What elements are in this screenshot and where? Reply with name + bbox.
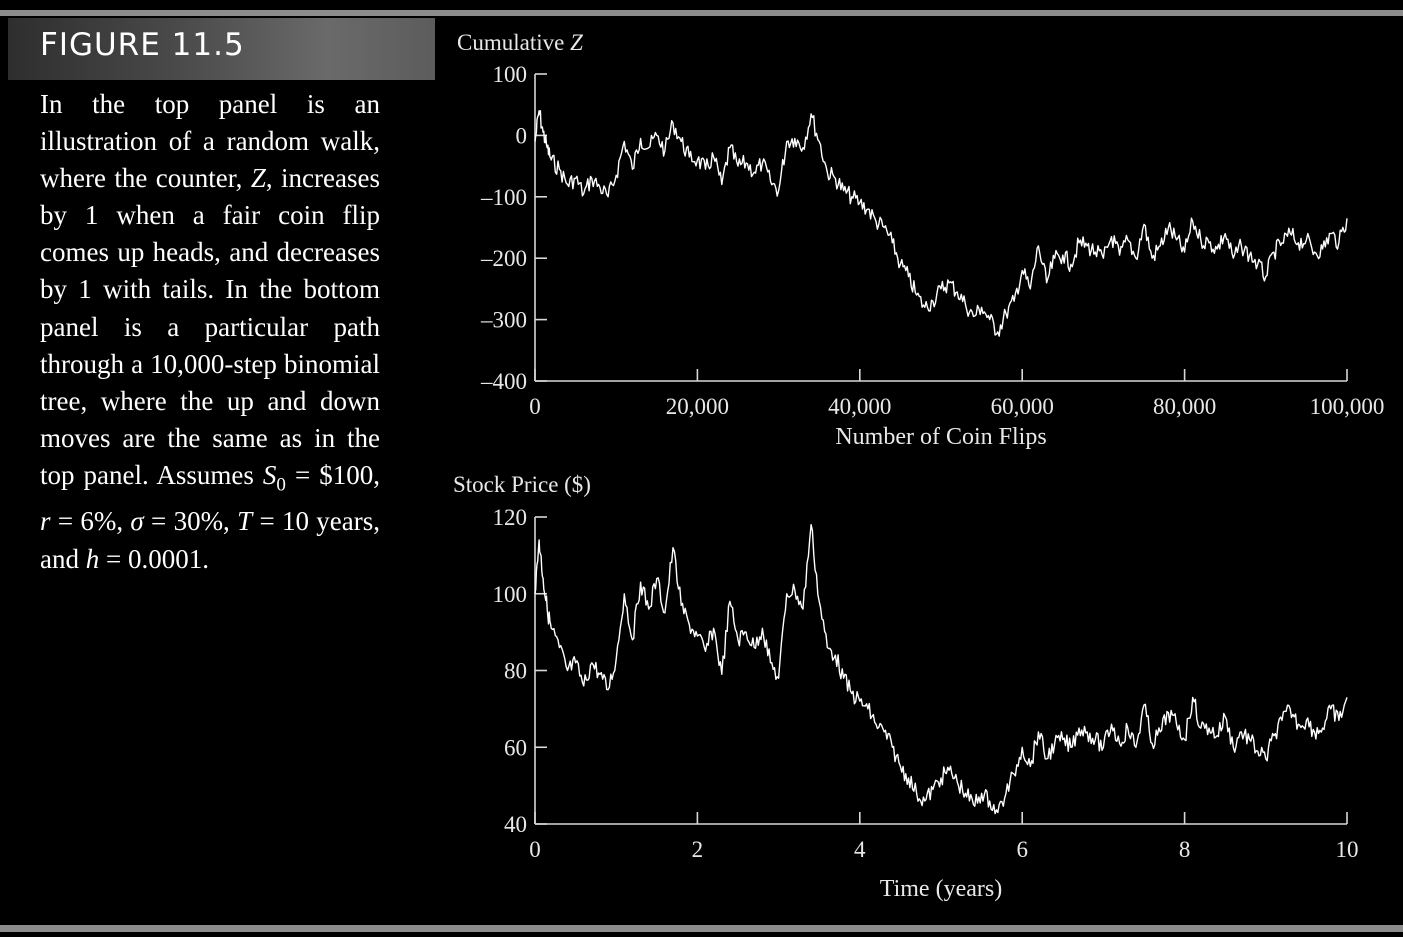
caption-var-r: r [40,506,51,537]
top-x-tick-label: 40,000 [828,394,891,419]
caption-text: , increases by 1 when a fair coin flip c… [40,163,380,490]
caption-var-t: T [237,506,253,537]
top-x-tick-label: 100,000 [1310,394,1385,419]
top-xlabel: Number of Coin Flips [835,424,1046,450]
bottom-x-tick-label: 0 [529,837,541,862]
bottom-x-tick-label: 4 [854,837,866,862]
caption-text: = 6%, [50,506,131,537]
bottom-y-tick-label: 100 [493,582,528,607]
bottom-xlabel: Time (years) [880,876,1002,902]
bottom-y-tick-label: 60 [504,735,527,760]
bottom-x-tick-label: 6 [1016,837,1028,862]
bottom-ylabel: Stock Price ($) [453,472,591,497]
top-y-tick-label: 0 [516,123,528,148]
bottom-series-line [534,524,1348,815]
caption-text: = 30%, [143,506,238,537]
top-y-tick-label: –100 [480,185,527,210]
top-ylabel-var: Z [570,30,583,55]
top-y-tick-label: 100 [493,62,528,87]
top-x-tick-label: 0 [529,394,541,419]
caption-var-sigma: σ [130,506,144,537]
top-x-tick-label: 80,000 [1153,394,1216,419]
top-series-line [534,110,1348,337]
caption-subscript: 0 [276,474,286,496]
bottom-x-tick-label: 2 [692,837,704,862]
top-x-tick-label: 60,000 [991,394,1054,419]
caption-var-h: h [85,543,100,574]
caption-text: = 10 years, and [40,506,381,574]
bottom-x-tick-label: 10 [1336,837,1359,862]
top-x-tick-label: 20,000 [666,394,729,419]
caption-var-z: Z [250,163,266,194]
caption-text: = 0.0001. [99,543,209,574]
top-y-tick-label: –400 [480,369,527,394]
bottom-y-tick-label: 40 [504,812,527,837]
random-walk-chart: Cumulative Z Number of Coin Flips 100 0 –1… [457,30,1384,450]
top-ylabel: Cumulative Z [457,30,583,55]
bottom-y-tick-label: 80 [504,659,527,684]
figure-caption: In the top panel is an illustration of a… [40,86,380,578]
top-y-tick-label: –300 [480,308,527,333]
figure-label: FIGURE 11.5 [40,27,245,63]
caption-text: = $100, [285,459,380,490]
bottom-x-tick-label: 8 [1179,837,1191,862]
top-y-tick-label: –200 [480,246,527,271]
bottom-rule [0,925,1403,932]
caption-text: In the top panel is an illustration of a… [40,89,380,194]
figure-banner [8,18,435,80]
stock-price-chart: Stock Price ($) Time (years) 12010080604… [453,472,1359,902]
top-rule [0,10,1403,16]
top-ylabel-text: Cumulative [457,30,570,55]
caption-var-s: S [262,459,277,490]
bottom-y-tick-label: 120 [493,505,528,530]
